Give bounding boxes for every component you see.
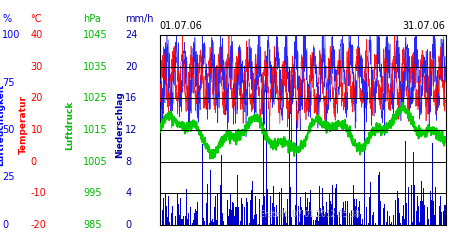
Text: 25: 25 bbox=[2, 172, 15, 182]
Text: 12: 12 bbox=[125, 125, 138, 135]
Text: 50: 50 bbox=[2, 125, 14, 135]
Text: -20: -20 bbox=[31, 220, 46, 230]
Text: mm/h: mm/h bbox=[125, 14, 153, 24]
Text: 0: 0 bbox=[125, 220, 131, 230]
Text: Erstellt: 07.01.2012 05:38: Erstellt: 07.01.2012 05:38 bbox=[260, 210, 360, 219]
Text: 995: 995 bbox=[83, 188, 102, 198]
Text: 100: 100 bbox=[2, 30, 21, 40]
Text: 0: 0 bbox=[31, 157, 37, 167]
Text: 0: 0 bbox=[2, 220, 9, 230]
Text: °C: °C bbox=[31, 14, 42, 24]
Text: Niederschlag: Niederschlag bbox=[115, 92, 124, 158]
Text: hPa: hPa bbox=[83, 14, 101, 24]
Text: 4: 4 bbox=[125, 188, 131, 198]
Text: %: % bbox=[2, 14, 11, 24]
Text: 20: 20 bbox=[125, 62, 138, 72]
Text: 30: 30 bbox=[31, 62, 43, 72]
Text: 1005: 1005 bbox=[83, 157, 108, 167]
Text: Temperatur: Temperatur bbox=[19, 96, 28, 154]
Text: 40: 40 bbox=[31, 30, 43, 40]
Text: 1045: 1045 bbox=[83, 30, 108, 40]
Text: 16: 16 bbox=[125, 93, 137, 103]
Text: 31.07.06: 31.07.06 bbox=[403, 21, 446, 31]
Text: 24: 24 bbox=[125, 30, 138, 40]
Text: 1015: 1015 bbox=[83, 125, 108, 135]
Text: 75: 75 bbox=[2, 78, 15, 88]
Text: 20: 20 bbox=[31, 93, 43, 103]
Text: 8: 8 bbox=[125, 157, 131, 167]
Text: 01.07.06: 01.07.06 bbox=[160, 21, 202, 31]
Text: 1035: 1035 bbox=[83, 62, 108, 72]
Text: 1025: 1025 bbox=[83, 93, 108, 103]
Text: 10: 10 bbox=[31, 125, 43, 135]
Text: Luftdruck: Luftdruck bbox=[65, 100, 74, 150]
Text: -10: -10 bbox=[31, 188, 46, 198]
Text: 985: 985 bbox=[83, 220, 102, 230]
Text: Luftfeuchtigkeit: Luftfeuchtigkeit bbox=[0, 84, 5, 166]
